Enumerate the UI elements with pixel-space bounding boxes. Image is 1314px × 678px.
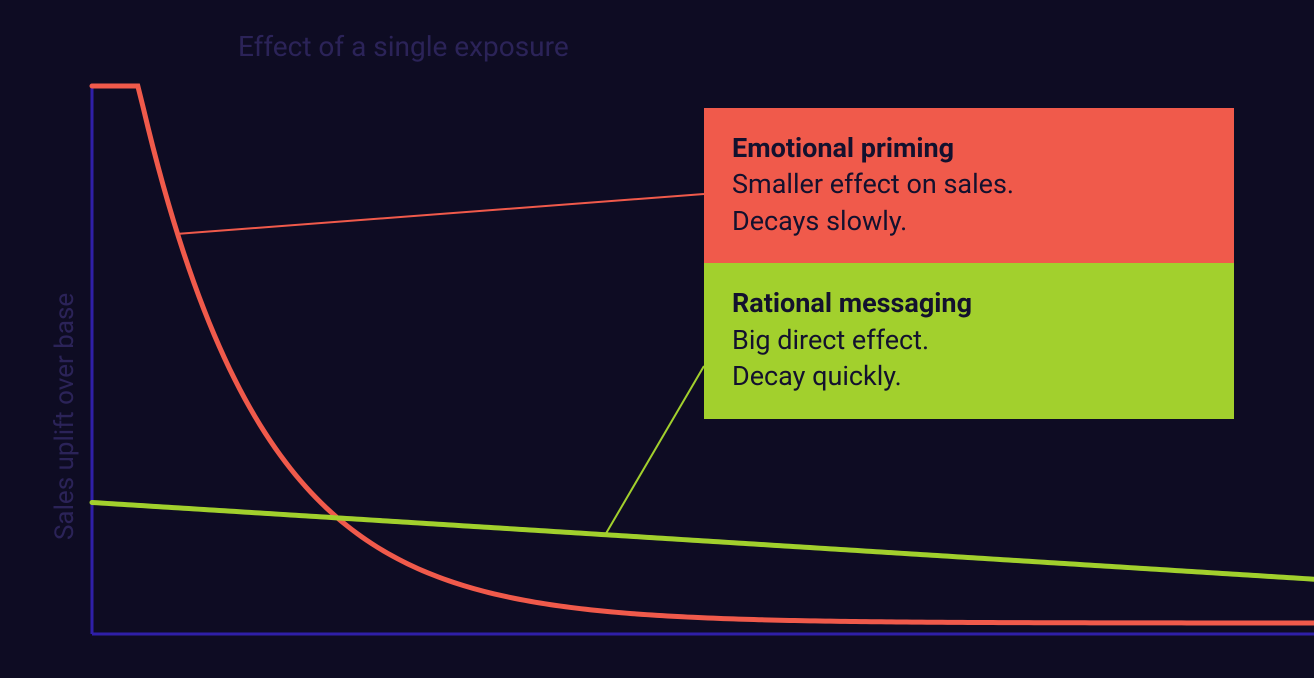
legend-box: Emotional primingSmaller effect on sales… [704, 108, 1234, 419]
chart-stage: Effect of a single exposure Sales uplift… [0, 0, 1314, 678]
legend-item-emotional: Emotional primingSmaller effect on sales… [704, 108, 1234, 263]
legend-item-rational: Rational messagingBig direct effect.Deca… [704, 263, 1234, 418]
legend-title-emotional: Emotional priming [732, 130, 1206, 166]
legend-body-emotional: Smaller effect on sales.Decays slowly. [732, 166, 1206, 239]
connector-emotional [178, 194, 704, 234]
connector-rational [605, 366, 704, 535]
legend-body-rational: Big direct effect.Decay quickly. [732, 322, 1206, 395]
legend-title-rational: Rational messaging [732, 285, 1206, 321]
series-rational [92, 502, 1314, 579]
